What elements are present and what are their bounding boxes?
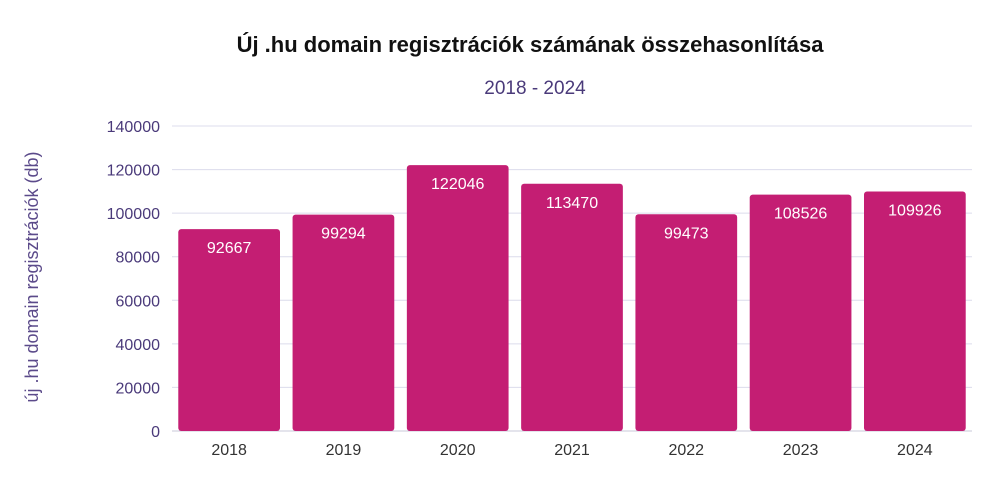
y-tick-label: 0 (151, 424, 160, 441)
data-label: 99294 (321, 226, 366, 243)
data-label: 113470 (546, 195, 598, 212)
y-tick-label: 140000 (107, 119, 160, 136)
bar (406, 165, 509, 431)
data-label: 99473 (664, 225, 709, 242)
x-tick-label: 2023 (783, 442, 819, 459)
y-tick-label: 60000 (116, 293, 161, 310)
x-tick-label: 2021 (554, 442, 590, 459)
x-tick-label: 2024 (897, 442, 933, 459)
y-tick-label: 100000 (107, 206, 160, 223)
y-axis-label: új .hu domain regisztrációk (db) (22, 151, 42, 402)
bar (521, 183, 623, 431)
bar (178, 229, 280, 431)
chart-title: Új .hu domain regisztrációk számának öss… (237, 32, 825, 57)
bar (749, 194, 852, 431)
bar (864, 191, 966, 431)
x-axis-ticks: 2018 2019 2020 2021 2022 2023 2024 (211, 442, 932, 459)
y-tick-label: 20000 (116, 380, 161, 397)
y-tick-label: 120000 (107, 163, 160, 180)
x-tick-label: 2020 (440, 442, 476, 459)
y-tick-label: 40000 (116, 337, 161, 354)
data-label: 109926 (888, 203, 941, 220)
chart-subtitle: 2018 - 2024 (484, 78, 586, 99)
x-tick-label: 2019 (326, 442, 362, 459)
data-label: 108526 (774, 206, 827, 223)
y-axis-ticks: 0 20000 40000 60000 80000 100000 120000 140000 (107, 119, 160, 441)
data-label: 122046 (431, 176, 484, 193)
bar (635, 214, 738, 431)
bars: 92667 99294 122046 113470 99473 108526 109926 (178, 165, 966, 431)
x-tick-label: 2022 (668, 442, 704, 459)
data-label: 92667 (207, 240, 252, 257)
y-tick-label: 80000 (116, 250, 161, 267)
x-tick-label: 2018 (211, 442, 247, 459)
bar (292, 214, 395, 431)
